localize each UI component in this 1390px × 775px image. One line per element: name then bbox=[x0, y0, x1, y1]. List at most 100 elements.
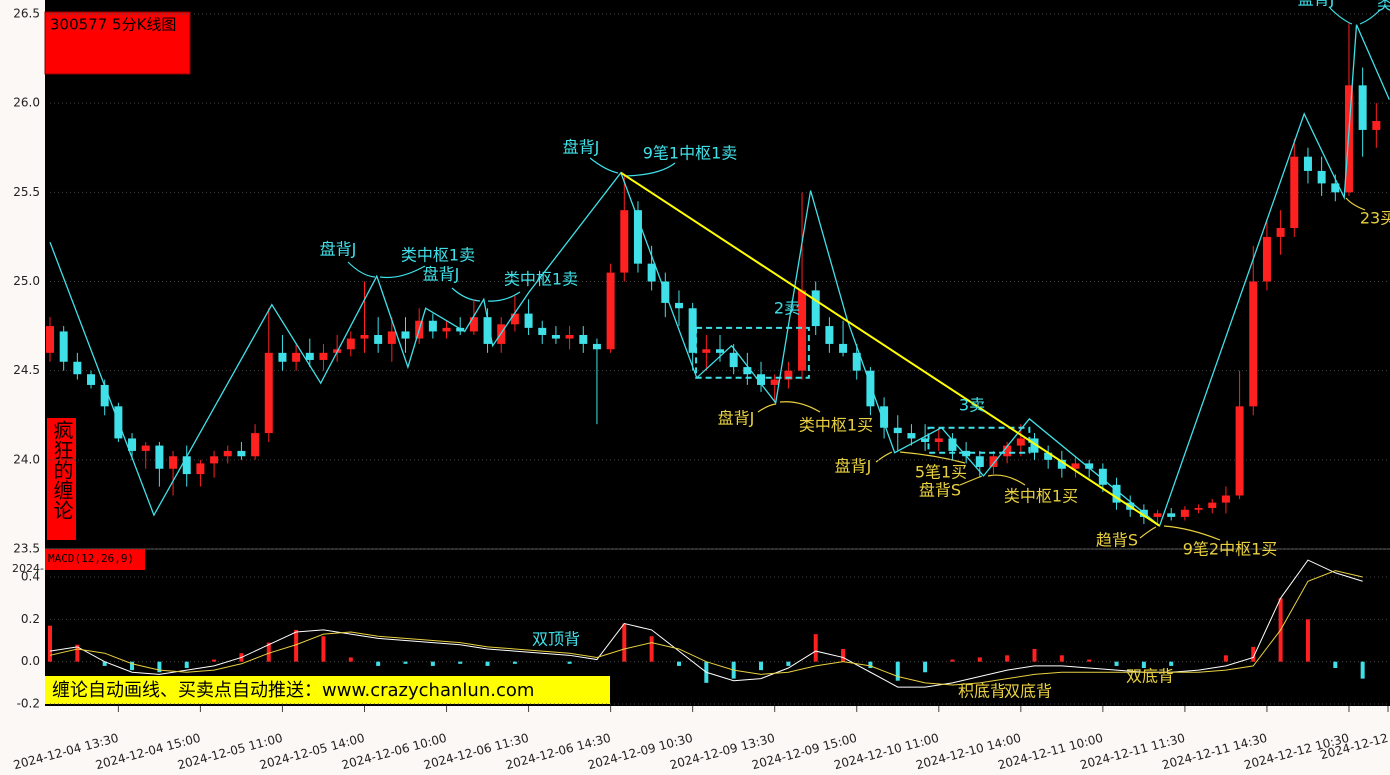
candle-body bbox=[1249, 281, 1258, 407]
candle-body bbox=[182, 456, 191, 475]
candle-body bbox=[1112, 484, 1121, 503]
macd-bar bbox=[403, 661, 408, 664]
annotation: 盘背J bbox=[423, 265, 460, 284]
arrow bbox=[899, 451, 966, 464]
candle-body bbox=[592, 343, 601, 350]
macd-bar bbox=[321, 636, 326, 662]
candle-body bbox=[674, 302, 683, 309]
candle-body bbox=[1044, 452, 1053, 460]
banner: 缠论自动画线、买卖点自动推送：www.crazychanlun.com bbox=[52, 680, 534, 701]
dea-line bbox=[49, 570, 1363, 686]
arrow bbox=[959, 475, 983, 486]
annotation: 5笔1买 bbox=[915, 463, 967, 482]
arrow bbox=[379, 265, 426, 279]
candle-body bbox=[1194, 507, 1203, 510]
arrow bbox=[1359, 9, 1381, 25]
arrow bbox=[1329, 7, 1353, 25]
annotation: 盘背J bbox=[1298, 0, 1335, 9]
macd-bar bbox=[923, 661, 928, 673]
candle-body bbox=[1085, 463, 1094, 469]
candle-body bbox=[374, 335, 383, 344]
candle-body bbox=[866, 370, 875, 407]
macd-bar bbox=[485, 661, 490, 666]
candle-body bbox=[880, 406, 889, 428]
candle-body bbox=[73, 361, 82, 375]
annotation: 9笔2中枢1买 bbox=[1183, 540, 1278, 559]
candle-body bbox=[1153, 513, 1162, 517]
candle-body bbox=[100, 384, 109, 407]
macd-bar bbox=[430, 661, 435, 666]
macd-bar bbox=[622, 623, 627, 662]
annotation: 类中枢1卖 bbox=[504, 270, 578, 289]
macd-bar bbox=[75, 644, 80, 662]
arrow bbox=[589, 157, 619, 174]
candle-body bbox=[784, 370, 793, 380]
candle-body bbox=[1262, 236, 1271, 282]
annotation: 类中枢1卖 bbox=[401, 246, 475, 265]
annotation: 类中枢1买 bbox=[799, 416, 873, 435]
candle-body bbox=[87, 374, 96, 385]
arrow bbox=[451, 287, 481, 302]
y-tick-label: 0.2 bbox=[21, 612, 40, 626]
macd-bar bbox=[868, 661, 873, 669]
candle-body bbox=[319, 352, 328, 360]
macd-bar bbox=[1005, 655, 1010, 662]
macd-bar bbox=[649, 636, 654, 662]
y-tick-label: 25.0 bbox=[13, 274, 40, 288]
macd-bar bbox=[895, 661, 900, 681]
candle-body bbox=[1071, 463, 1080, 469]
y-tick-label: 26.5 bbox=[13, 7, 40, 21]
candle-body bbox=[1358, 85, 1367, 130]
candle-body bbox=[1276, 228, 1285, 237]
candle-body bbox=[1003, 445, 1012, 457]
annotation: 9笔1中枢1卖 bbox=[643, 144, 738, 163]
candle-body bbox=[59, 331, 68, 362]
macd-bar bbox=[376, 661, 381, 666]
candle-body bbox=[169, 456, 178, 469]
y-tick-label: 24.0 bbox=[13, 452, 40, 466]
y-tick-label: 25.5 bbox=[13, 185, 40, 199]
macd-bar bbox=[567, 661, 572, 664]
partial-label: 2024- bbox=[12, 562, 44, 575]
annotation: 双顶背 bbox=[532, 630, 580, 649]
arrow bbox=[987, 474, 1026, 486]
macd-bar bbox=[1114, 661, 1119, 666]
arrow bbox=[1163, 525, 1221, 541]
candle-body bbox=[456, 327, 465, 332]
macd-bar bbox=[1087, 659, 1092, 662]
arrow bbox=[875, 451, 893, 463]
candle-body bbox=[702, 349, 711, 353]
macd-bar bbox=[1223, 655, 1228, 662]
indicator-box bbox=[45, 549, 145, 570]
annotation: 23买 bbox=[1360, 209, 1390, 228]
candle-body bbox=[551, 335, 560, 339]
pivot-box bbox=[695, 326, 810, 379]
y-tick-label: 26.0 bbox=[13, 96, 40, 110]
macd-bar bbox=[1059, 655, 1064, 662]
candle-body bbox=[839, 343, 848, 353]
candle-body bbox=[743, 367, 752, 375]
candle-body bbox=[360, 335, 369, 339]
macd-bar bbox=[1169, 661, 1174, 666]
candle-body bbox=[962, 450, 971, 457]
plot-background bbox=[45, 0, 1390, 706]
candle-body bbox=[237, 450, 246, 457]
candle-body bbox=[1098, 468, 1107, 485]
candle-body bbox=[210, 456, 219, 464]
candle-body bbox=[921, 438, 930, 442]
annotation: 盘背J bbox=[563, 138, 600, 157]
annotation: 3卖 bbox=[959, 396, 985, 415]
annotation: 2卖 bbox=[774, 299, 800, 318]
arrow bbox=[1345, 197, 1366, 211]
macd-bar bbox=[1333, 661, 1338, 669]
macd-bar bbox=[184, 661, 189, 669]
macd-bar bbox=[813, 634, 818, 662]
stroke-line bbox=[49, 24, 1390, 527]
candle-body bbox=[483, 317, 492, 344]
candle-body bbox=[510, 313, 519, 325]
banner-box bbox=[45, 676, 610, 704]
candle-body bbox=[579, 335, 588, 344]
annotation: 双底背 bbox=[1126, 667, 1174, 686]
candle-body bbox=[1290, 156, 1299, 228]
